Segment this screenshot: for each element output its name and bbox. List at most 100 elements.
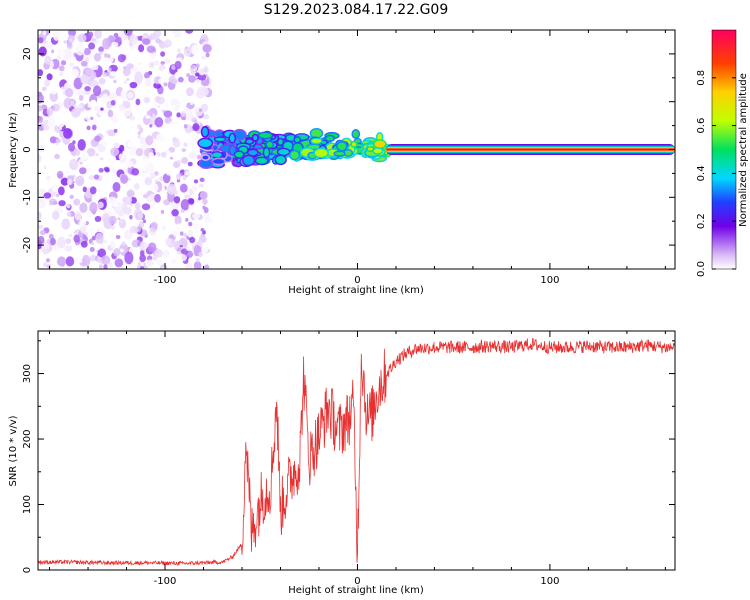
noise-cell [44, 42, 53, 50]
noise-cell [66, 40, 72, 48]
noise-cell [179, 231, 184, 236]
y-tick-label: 300 [22, 364, 33, 383]
colorbar-tick-label: 0.2 [696, 213, 707, 229]
transition-cell [311, 129, 322, 138]
noise-cell [168, 146, 176, 153]
noise-cell [149, 123, 153, 128]
carrier-band [386, 148, 675, 151]
noise-cell [116, 96, 121, 101]
noise-cell [142, 38, 151, 45]
noise-cell [150, 221, 158, 230]
spectrogram-x-label: Height of straight line (km) [288, 285, 424, 296]
noise-cell [110, 167, 116, 174]
noise-cell [157, 105, 161, 109]
colorbar-tick-label: 0.4 [696, 165, 707, 181]
noise-cell [69, 194, 74, 200]
noise-cell [38, 262, 42, 268]
noise-cell [73, 77, 83, 90]
noise-cell [155, 178, 159, 183]
noise-cell [50, 237, 56, 246]
noise-cell [134, 71, 144, 84]
noise-cell [109, 91, 117, 103]
noise-cell [168, 228, 173, 234]
noise-cell [172, 30, 182, 38]
noise-cell [129, 214, 133, 220]
noise-cell [156, 133, 164, 142]
noise-cell [108, 261, 113, 268]
noise-cell [139, 127, 144, 133]
noise-cell [94, 135, 101, 142]
noise-cell [62, 48, 72, 60]
transition-cell [230, 146, 236, 155]
noise-cell [109, 215, 117, 225]
noise-cell [193, 179, 199, 184]
noise-cell [133, 221, 140, 228]
transition-cell [233, 130, 246, 140]
transition-cell [246, 139, 253, 144]
noise-cell [110, 99, 116, 106]
noise-cell [174, 119, 179, 126]
colorbar-label: Normalized spectral amplitude [738, 73, 749, 227]
noise-cell [185, 217, 189, 222]
noise-cell [171, 209, 179, 217]
y-tick-label: -20 [22, 237, 33, 253]
noise-cell [157, 259, 164, 266]
noise-cell [115, 114, 119, 119]
noise-cell [127, 140, 134, 148]
transition-cell [212, 152, 222, 158]
noise-cell [188, 75, 196, 83]
noise-cell [180, 209, 185, 213]
noise-cell [145, 115, 150, 119]
noise-cell [45, 258, 50, 263]
noise-cell [154, 117, 164, 128]
noise-cell [46, 264, 51, 269]
transition-cell [266, 141, 273, 148]
noise-cell [165, 169, 173, 176]
noise-cell [154, 216, 160, 223]
noise-cell [48, 210, 53, 215]
noise-cell [150, 183, 159, 193]
noise-cell [79, 225, 87, 234]
noise-cell [150, 172, 156, 179]
noise-cell [195, 258, 200, 263]
noise-cell [49, 87, 58, 95]
noise-cell [117, 217, 121, 220]
noise-cell [167, 213, 171, 217]
noise-cell [156, 152, 161, 157]
noise-cell [63, 83, 70, 89]
noise-cell [190, 69, 196, 75]
noise-cell [186, 139, 195, 147]
noise-cell [41, 139, 46, 143]
noise-cell [99, 264, 103, 269]
noise-cell [139, 266, 145, 269]
noise-cell [203, 210, 210, 220]
transition-cell [278, 149, 289, 155]
noise-cell [185, 87, 194, 97]
y-tick-label: 200 [22, 429, 33, 448]
noise-cell [83, 250, 89, 256]
y-tick-label: 0 [22, 146, 33, 152]
noise-cell [142, 219, 146, 224]
noise-cell [171, 259, 177, 264]
noise-cell [188, 152, 198, 160]
noise-cell [107, 154, 117, 165]
noise-cell [157, 96, 165, 105]
noise-cell [123, 105, 132, 118]
noise-cell [147, 242, 157, 253]
noise-cell [101, 140, 108, 147]
noise-cell [43, 192, 52, 199]
noise-cell [55, 155, 59, 160]
colorbar-ticks: 0.0 0.2 0.4 0.6 0.8 [696, 70, 736, 277]
noise-cell [142, 193, 147, 199]
noise-cell [129, 225, 138, 234]
noise-cell [115, 234, 121, 239]
noise-cell [200, 228, 205, 232]
noise-cell [55, 118, 66, 128]
noise-cell [82, 254, 91, 267]
noise-cell [176, 112, 181, 118]
noise-cell [161, 266, 166, 269]
noise-cell [193, 261, 202, 269]
noise-cell [90, 242, 95, 246]
noise-cell [153, 82, 162, 89]
noise-cell [196, 154, 201, 160]
